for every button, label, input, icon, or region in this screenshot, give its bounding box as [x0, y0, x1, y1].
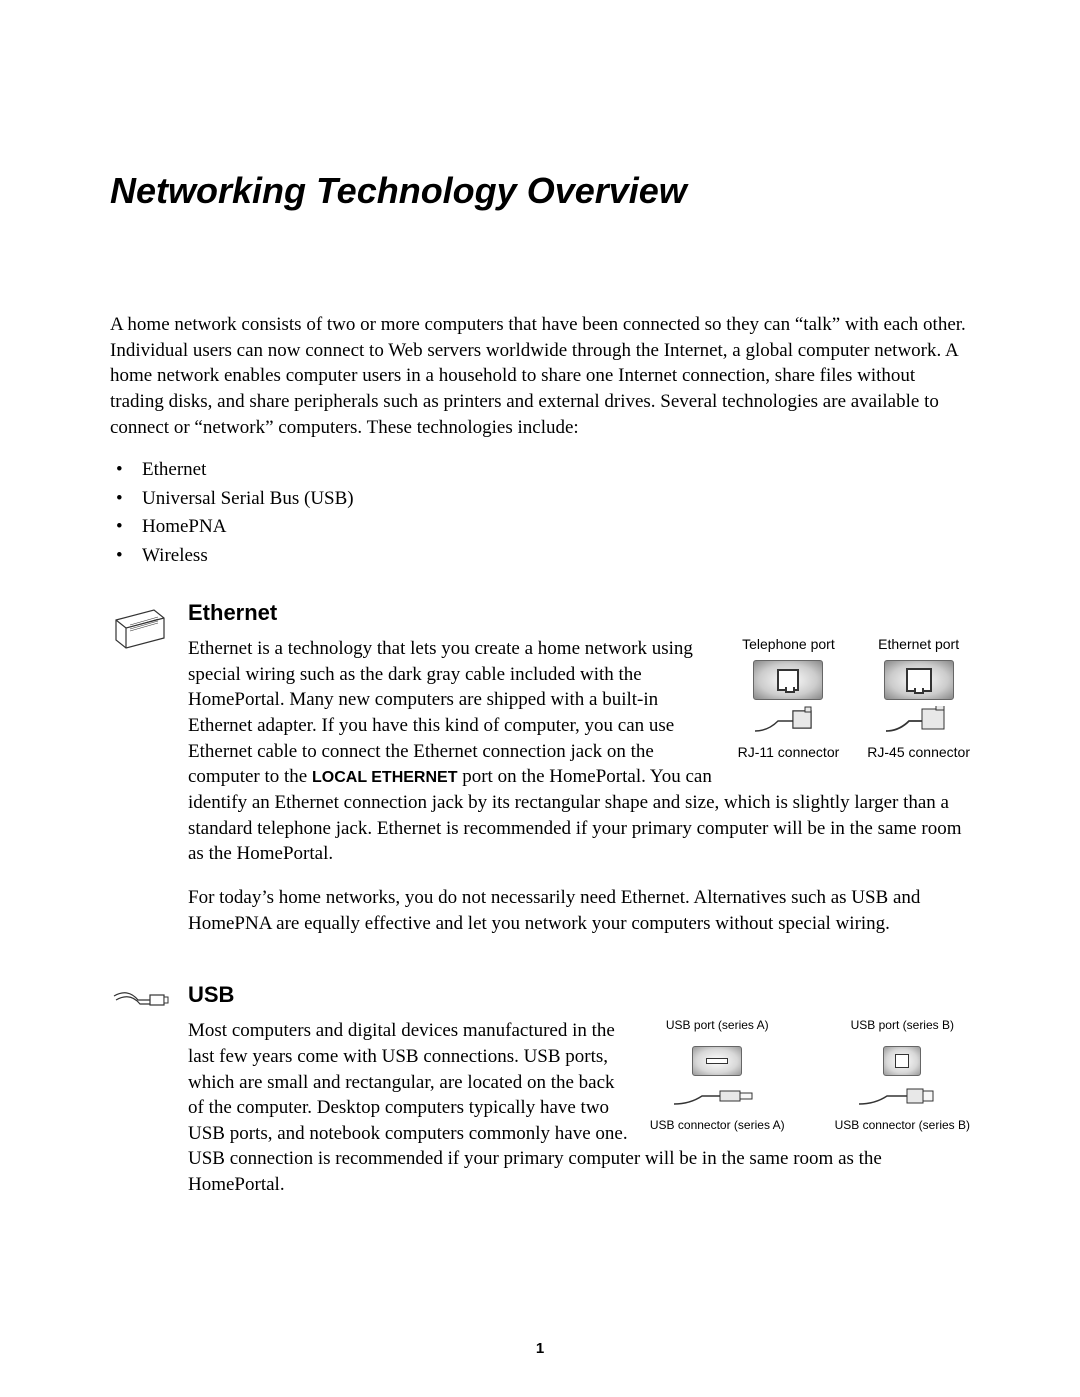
ethernet-section: Ethernet Telephone port RJ-11 connector	[110, 600, 970, 954]
rj11-connector-icon	[753, 706, 823, 736]
page-title: Networking Technology Overview	[110, 170, 970, 212]
usb-series-b-figure: USB port (series B) USB connector (serie…	[835, 1018, 970, 1132]
ethernet-hub-icon	[110, 600, 170, 954]
list-item: Wireless	[116, 542, 970, 571]
usb-cable-icon	[110, 982, 170, 1215]
usb-figure: USB port (series A) USB connector (serie…	[650, 1018, 970, 1132]
ethernet-port-label: Ethernet port	[878, 636, 959, 652]
list-item: Universal Serial Bus (USB)	[116, 485, 970, 514]
ethernet-port-figure: Ethernet port RJ-45 connector	[867, 636, 970, 760]
telephone-port-figure: Telephone port RJ-11 connector	[738, 636, 840, 760]
usb-connector-a-label: USB connector (series A)	[650, 1118, 785, 1132]
usb-port-a-label: USB port (series A)	[666, 1018, 769, 1032]
usb-heading: USB	[188, 982, 970, 1008]
rj11-port-icon	[753, 660, 823, 700]
usb-connector-b-icon	[857, 1082, 947, 1110]
usb-port-b-icon	[883, 1046, 921, 1076]
page-number: 1	[0, 1340, 1080, 1357]
usb-port-b-label: USB port (series B)	[851, 1018, 954, 1032]
rj45-connector-label: RJ-45 connector	[867, 744, 970, 760]
telephone-port-label: Telephone port	[742, 636, 835, 652]
ethernet-figure: Telephone port RJ-11 connector Ethernet …	[738, 636, 970, 760]
usb-connector-a-icon	[672, 1082, 762, 1110]
usb-series-a-figure: USB port (series A) USB connector (serie…	[650, 1018, 785, 1132]
ethernet-heading: Ethernet	[188, 600, 970, 626]
local-ethernet-term: LOCAL ETHERNET	[312, 769, 457, 786]
list-item: Ethernet	[116, 456, 970, 485]
intro-paragraph: A home network consists of two or more c…	[110, 312, 970, 440]
rj45-connector-icon	[884, 706, 954, 736]
rj45-port-icon	[884, 660, 954, 700]
usb-port-a-icon	[692, 1046, 742, 1076]
technology-list: Ethernet Universal Serial Bus (USB) Home…	[116, 456, 970, 570]
usb-connector-b-label: USB connector (series B)	[835, 1118, 970, 1132]
list-item: HomePNA	[116, 513, 970, 542]
ethernet-paragraph-2: For today’s home networks, you do not ne…	[188, 885, 970, 936]
usb-section: USB USB port (series A) USB connector (s…	[110, 982, 970, 1215]
rj11-connector-label: RJ-11 connector	[738, 744, 840, 760]
